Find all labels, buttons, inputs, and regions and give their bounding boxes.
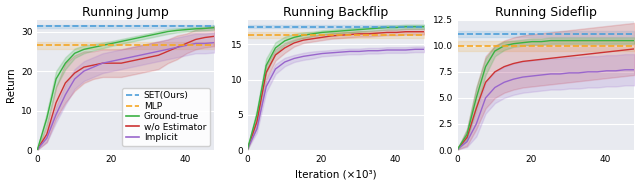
Y-axis label: Return: Return [6, 68, 15, 102]
Legend: SET(Ours), MLP, Ground-true, w/o Estimator, Implicit: SET(Ours), MLP, Ground-true, w/o Estimat… [122, 88, 210, 146]
Title: Running Backflip: Running Backflip [284, 6, 388, 18]
Title: Running Jump: Running Jump [83, 6, 169, 18]
X-axis label: Iteration (×10³): Iteration (×10³) [295, 169, 377, 179]
Title: Running Sideflip: Running Sideflip [495, 6, 597, 18]
